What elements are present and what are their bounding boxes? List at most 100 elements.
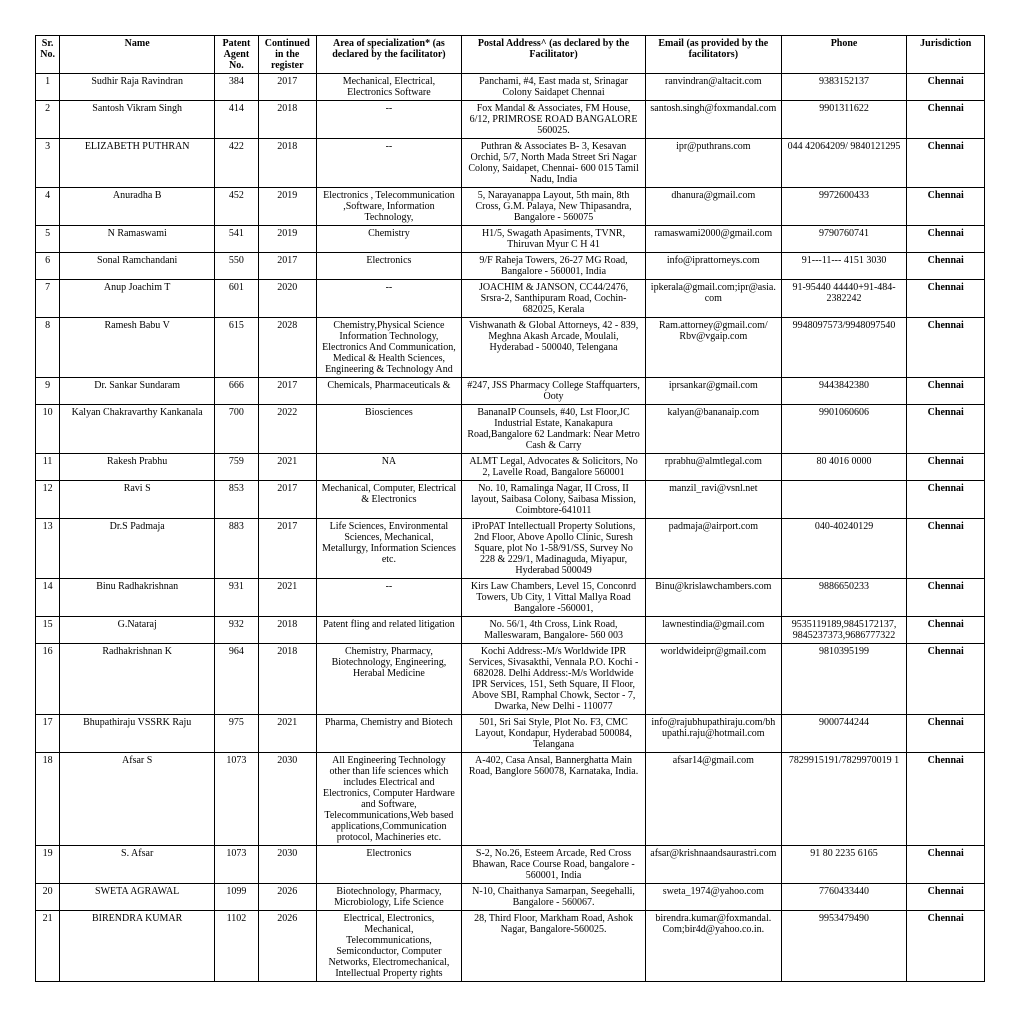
cell-cont: 2017 <box>258 253 316 280</box>
cell-jur: Chennai <box>907 617 985 644</box>
cell-cont: 2018 <box>258 139 316 188</box>
cell-spec: NA <box>316 454 461 481</box>
table-row: 2Santosh Vikram Singh4142018--Fox Mandal… <box>36 101 985 139</box>
cell-email: lawnestindia@gmail.com <box>646 617 782 644</box>
col-header: Jurisdiction <box>907 36 985 74</box>
cell-jur: Chennai <box>907 318 985 378</box>
cell-sr: 9 <box>36 378 60 405</box>
cell-phone: 91 80 2235 6165 <box>781 846 907 884</box>
cell-email: ramaswami2000@gmail.com <box>646 226 782 253</box>
cell-sr: 1 <box>36 74 60 101</box>
col-header: Name <box>60 36 215 74</box>
cell-agent: 932 <box>215 617 259 644</box>
table-row: 13Dr.S Padmaja8832017Life Sciences, Envi… <box>36 519 985 579</box>
cell-phone: 7829915191/7829970019 1 <box>781 753 907 846</box>
cell-agent: 1102 <box>215 911 259 982</box>
cell-cont: 2026 <box>258 911 316 982</box>
cell-jur: Chennai <box>907 884 985 911</box>
cell-phone: 9000744244 <box>781 715 907 753</box>
cell-name: Sonal Ramchandani <box>60 253 215 280</box>
cell-agent: 931 <box>215 579 259 617</box>
cell-name: Dr.S Padmaja <box>60 519 215 579</box>
cell-name: Bhupathiraju VSSRK Raju <box>60 715 215 753</box>
cell-email: info@rajubhupathiraju.com/bhupathi.raju@… <box>646 715 782 753</box>
cell-agent: 759 <box>215 454 259 481</box>
cell-cont: 2019 <box>258 226 316 253</box>
cell-spec: Electronics <box>316 253 461 280</box>
cell-phone: 9810395199 <box>781 644 907 715</box>
cell-cont: 2017 <box>258 519 316 579</box>
cell-spec: Chemicals, Pharmaceuticals & <box>316 378 461 405</box>
table-row: 16Radhakrishnan K9642018Chemistry, Pharm… <box>36 644 985 715</box>
cell-addr: ALMT Legal, Advocates & Solicitors, No 2… <box>462 454 646 481</box>
cell-phone: 9972600433 <box>781 188 907 226</box>
cell-name: Radhakrishnan K <box>60 644 215 715</box>
cell-jur: Chennai <box>907 579 985 617</box>
cell-jur: Chennai <box>907 846 985 884</box>
cell-phone: 7760433440 <box>781 884 907 911</box>
cell-name: N Ramaswami <box>60 226 215 253</box>
cell-addr: #247, JSS Pharmacy College Staffquarters… <box>462 378 646 405</box>
cell-agent: 964 <box>215 644 259 715</box>
cell-name: S. Afsar <box>60 846 215 884</box>
col-header: Sr. No. <box>36 36 60 74</box>
cell-email: dhanura@gmail.com <box>646 188 782 226</box>
cell-email: Ram.attorney@gmail.com/ Rbv@vgaip.com <box>646 318 782 378</box>
col-header: Postal Address^ (as declared by the Faci… <box>462 36 646 74</box>
table-row: 6Sonal Ramchandani5502017Electronics9/F … <box>36 253 985 280</box>
cell-sr: 2 <box>36 101 60 139</box>
cell-spec: Mechanical, Electrical, Electronics Soft… <box>316 74 461 101</box>
cell-spec: Electronics , Telecommunication ,Softwar… <box>316 188 461 226</box>
cell-name: Ravi S <box>60 481 215 519</box>
table-row: 14Binu Radhakrishnan9312021--Kirs Law Ch… <box>36 579 985 617</box>
cell-name: Kalyan Chakravarthy Kankanala <box>60 405 215 454</box>
cell-spec: All Engineering Technology other than li… <box>316 753 461 846</box>
cell-agent: 550 <box>215 253 259 280</box>
cell-email: ipkerala@gmail.com;ipr@asia.com <box>646 280 782 318</box>
table-row: 4Anuradha B4522019Electronics , Telecomm… <box>36 188 985 226</box>
cell-cont: 2018 <box>258 101 316 139</box>
cell-cont: 2017 <box>258 74 316 101</box>
table-row: 15G.Nataraj9322018Patent fling and relat… <box>36 617 985 644</box>
cell-spec: Life Sciences, Environmental Sciences, M… <box>316 519 461 579</box>
cell-email: Binu@krislawchambers.com <box>646 579 782 617</box>
cell-name: G.Nataraj <box>60 617 215 644</box>
cell-spec: Electrical, Electronics, Mechanical, Tel… <box>316 911 461 982</box>
cell-cont: 2030 <box>258 846 316 884</box>
cell-sr: 14 <box>36 579 60 617</box>
cell-addr: 5, Narayanappa Layout, 5th main, 8th Cro… <box>462 188 646 226</box>
cell-jur: Chennai <box>907 753 985 846</box>
cell-sr: 11 <box>36 454 60 481</box>
cell-addr: S-2, No.26, Esteem Arcade, Red Cross Bha… <box>462 846 646 884</box>
cell-sr: 19 <box>36 846 60 884</box>
cell-jur: Chennai <box>907 253 985 280</box>
cell-name: BIRENDRA KUMAR <box>60 911 215 982</box>
cell-email: santosh.singh@foxmandal.com <box>646 101 782 139</box>
cell-agent: 615 <box>215 318 259 378</box>
cell-spec: Electronics <box>316 846 461 884</box>
cell-agent: 1099 <box>215 884 259 911</box>
cell-agent: 666 <box>215 378 259 405</box>
cell-sr: 10 <box>36 405 60 454</box>
cell-sr: 18 <box>36 753 60 846</box>
cell-email: ranvindran@altacit.com <box>646 74 782 101</box>
cell-spec: Chemistry, Pharmacy, Biotechnology, Engi… <box>316 644 461 715</box>
cell-sr: 3 <box>36 139 60 188</box>
cell-agent: 1073 <box>215 846 259 884</box>
cell-name: SWETA AGRAWAL <box>60 884 215 911</box>
cell-spec: Patent fling and related litigation <box>316 617 461 644</box>
cell-name: Santosh Vikram Singh <box>60 101 215 139</box>
cell-agent: 601 <box>215 280 259 318</box>
cell-phone: 91---11--- 4151 3030 <box>781 253 907 280</box>
cell-addr: N-10, Chaithanya Samarpan, Seegehalli, B… <box>462 884 646 911</box>
cell-sr: 21 <box>36 911 60 982</box>
cell-sr: 4 <box>36 188 60 226</box>
cell-cont: 2028 <box>258 318 316 378</box>
table-row: 7Anup Joachim T6012020--JOACHIM & JANSON… <box>36 280 985 318</box>
cell-jur: Chennai <box>907 454 985 481</box>
cell-addr: Kochi Address:-M/s Worldwide IPR Service… <box>462 644 646 715</box>
cell-jur: Chennai <box>907 644 985 715</box>
col-header: Area of specialization* (as declared by … <box>316 36 461 74</box>
cell-agent: 452 <box>215 188 259 226</box>
cell-phone: 9901060606 <box>781 405 907 454</box>
